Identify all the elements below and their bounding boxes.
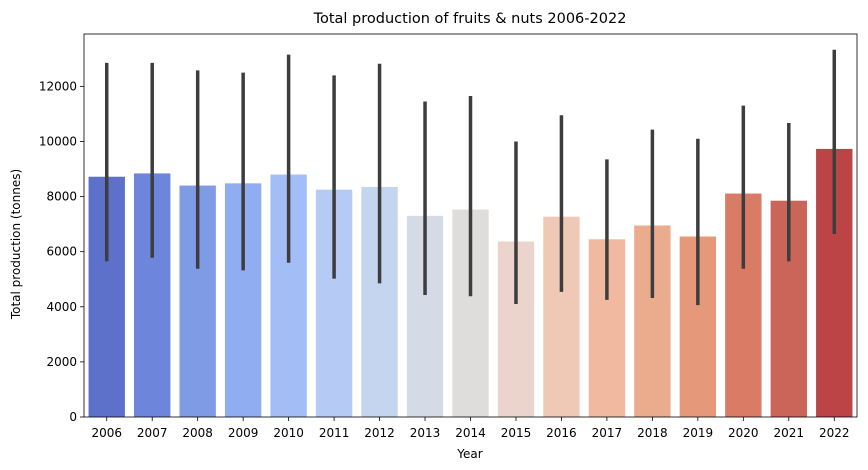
x-tick-label: 2013 bbox=[410, 426, 441, 440]
x-tick-label: 2010 bbox=[273, 426, 304, 440]
x-axis-label: Year bbox=[456, 447, 482, 461]
x-tick-label: 2021 bbox=[774, 426, 805, 440]
x-tick-label: 2022 bbox=[819, 426, 850, 440]
x-tick-label: 2008 bbox=[182, 426, 213, 440]
x-tick-label: 2014 bbox=[455, 426, 486, 440]
y-tick-label: 0 bbox=[69, 410, 77, 424]
y-tick-label: 4000 bbox=[46, 300, 77, 314]
x-tick-label: 2006 bbox=[91, 426, 122, 440]
axes-layer: 2006 2007 2008 2009 2010 2011 2012 2013 2014 2015… bbox=[39, 33, 858, 440]
x-tick-label: 2016 bbox=[546, 426, 577, 440]
x-tick-label: 2009 bbox=[228, 426, 259, 440]
x-tick-label: 2017 bbox=[592, 426, 623, 440]
chart-title: Total production of fruits & nuts 2006-2… bbox=[313, 11, 627, 27]
x-tick-label: 2018 bbox=[637, 426, 668, 440]
error-bars-layer bbox=[104, 49, 837, 306]
y-tick-label: 2000 bbox=[46, 355, 77, 369]
y-tick-label: 8000 bbox=[46, 190, 77, 204]
bars-layer bbox=[88, 148, 853, 417]
x-tick-label: 2020 bbox=[728, 426, 759, 440]
y-axis-label: Total production (tonnes) bbox=[9, 169, 23, 320]
plot-frame bbox=[83, 33, 858, 418]
y-tick-label: 12000 bbox=[39, 79, 77, 93]
x-tick-label: 2015 bbox=[501, 426, 532, 440]
x-tick-label: 2012 bbox=[364, 426, 395, 440]
x-tick-label: 2019 bbox=[683, 426, 714, 440]
y-tick-label: 10000 bbox=[39, 134, 77, 148]
x-tick-label: 2007 bbox=[137, 426, 168, 440]
x-tick-label: 2011 bbox=[319, 426, 350, 440]
y-tick-label: 6000 bbox=[46, 245, 77, 259]
